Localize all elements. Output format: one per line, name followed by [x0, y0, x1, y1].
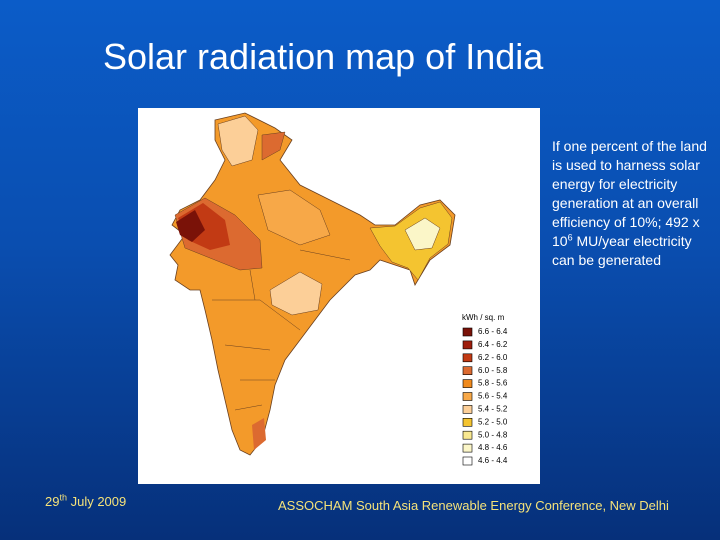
date-rest: July 2009 — [66, 494, 127, 509]
light-region-north — [217, 115, 259, 167]
legend-label: 5.4 - 5.2 — [478, 405, 508, 414]
india-map: kWh / sq. m 6.6 - 6.4 6.4 - 6.2 6.2 - 6.0 6… — [169, 112, 508, 466]
legend-title: kWh / sq. m — [462, 313, 505, 322]
legend-swatch — [462, 340, 473, 350]
footer-date: 29th July 2009 — [45, 492, 127, 509]
side-text-end: MU/year electricity can be generated — [552, 233, 692, 268]
side-text-superscript: 6 — [567, 232, 573, 243]
boundary-lines — [212, 249, 351, 411]
legend-label: 6.0 - 5.8 — [478, 366, 508, 375]
legend-label: 6.6 - 6.4 — [478, 327, 508, 336]
legend-swatch — [462, 405, 473, 414]
legend-label: 6.4 - 6.2 — [478, 340, 508, 349]
legend-label: 4.6 - 4.4 — [478, 456, 508, 465]
legend-label: 5.2 - 5.0 — [478, 417, 508, 426]
legend-swatch — [462, 443, 473, 453]
map-legend: kWh / sq. m 6.6 - 6.4 6.4 - 6.2 6.2 - 6.0 6… — [462, 313, 508, 466]
footer-conference: ASSOCHAM South Asia Renewable Energy Con… — [278, 498, 669, 513]
legend-label: 6.2 - 6.0 — [478, 353, 508, 362]
legend-swatch — [462, 327, 473, 337]
legend-label: 5.0 - 4.8 — [478, 430, 508, 439]
slide-title: Solar radiation map of India — [103, 36, 544, 77]
legend-swatch — [462, 366, 473, 376]
legend-label: 4.8 - 4.6 — [478, 443, 508, 452]
hot-region-rajasthan-core — [176, 210, 205, 242]
legend-swatch — [462, 392, 473, 401]
side-text-main: If one percent of the land is used to ha… — [552, 138, 707, 249]
date-day: 29 — [45, 494, 60, 509]
side-text: If one percent of the land is used to ha… — [552, 137, 710, 270]
hot-region-himachal — [261, 131, 286, 161]
legend-swatch — [462, 430, 473, 440]
south-hot-spot — [252, 418, 266, 450]
legend-swatch — [462, 379, 473, 388]
legend-swatch — [462, 353, 473, 363]
light-region-central — [269, 271, 323, 316]
legend-swatch — [462, 417, 473, 427]
northeast-light — [404, 217, 441, 251]
legend-swatch — [462, 456, 473, 466]
map-panel: kWh / sq. m 6.6 - 6.4 6.4 - 6.2 6.2 - 6.0 6… — [138, 108, 540, 484]
light-region-up — [257, 189, 331, 246]
legend-label: 5.8 - 5.6 — [478, 379, 508, 388]
date-suffix: th — [59, 492, 67, 503]
legend-label: 5.6 - 5.4 — [478, 392, 508, 401]
